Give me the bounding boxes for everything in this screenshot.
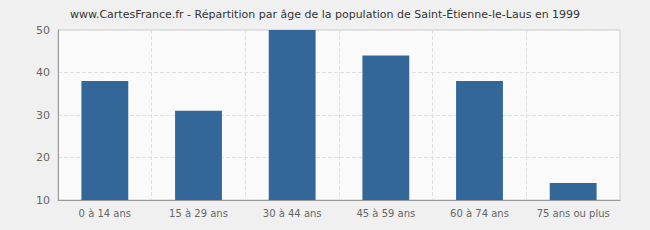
svg-text:45 à 59 ans: 45 à 59 ans: [356, 208, 415, 219]
svg-text:75 ans ou plus: 75 ans ou plus: [537, 208, 610, 219]
svg-text:0 à 14 ans: 0 à 14 ans: [79, 208, 131, 219]
svg-text:10: 10: [36, 194, 50, 207]
svg-text:50: 50: [36, 24, 50, 37]
svg-text:30: 30: [36, 109, 50, 122]
svg-text:15 à 29 ans: 15 à 29 ans: [169, 208, 228, 219]
svg-text:40: 40: [36, 66, 50, 79]
svg-text:20: 20: [36, 151, 50, 164]
svg-text:60 à 74 ans: 60 à 74 ans: [450, 208, 509, 219]
svg-text:www.CartesFrance.fr - Répartit: www.CartesFrance.fr - Répartition par âg…: [70, 8, 580, 21]
svg-text:30 à 44 ans: 30 à 44 ans: [263, 208, 322, 219]
